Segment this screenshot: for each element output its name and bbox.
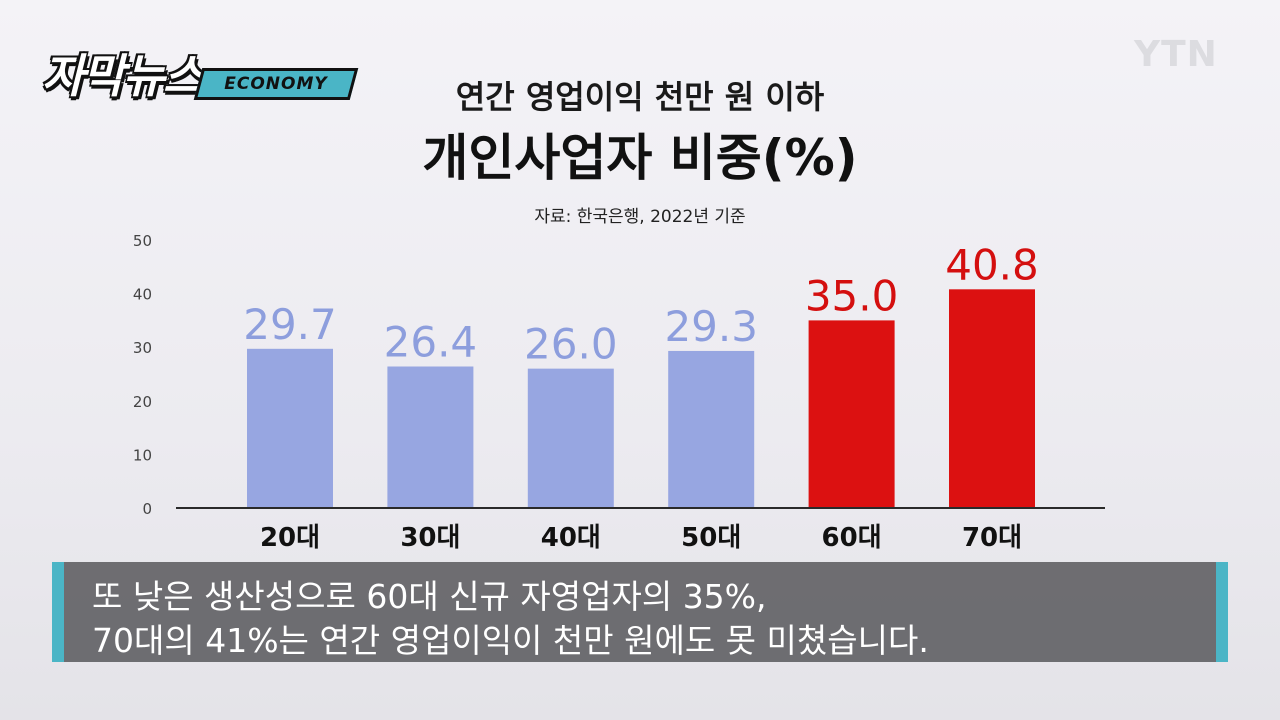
program-logo: 자막뉴스 ECONOMY bbox=[38, 40, 359, 110]
bar bbox=[808, 320, 895, 508]
chart-source: 자료: 한국은행, 2022년 기준 bbox=[534, 207, 746, 227]
x-category-label: 60대 bbox=[822, 523, 882, 553]
bar bbox=[527, 368, 614, 508]
bar-value-label: 29.7 bbox=[243, 300, 337, 349]
bar bbox=[247, 348, 333, 508]
bar-value-label: 26.0 bbox=[524, 320, 618, 369]
chart-supertitle: 연간 영업이익 천만 원 이하 bbox=[455, 78, 825, 116]
bar-value-label: 26.4 bbox=[384, 317, 478, 366]
subtitle-line-1: 또 낮은 생산성으로 60대 신규 자영업자의 35%, bbox=[92, 577, 767, 616]
bar bbox=[668, 350, 755, 508]
y-tick-label: 50 bbox=[133, 232, 152, 250]
bar bbox=[387, 366, 474, 508]
x-category-label: 50대 bbox=[681, 523, 741, 553]
y-tick-label: 20 bbox=[133, 393, 152, 411]
bar-value-label: 35.0 bbox=[805, 271, 899, 320]
bar-value-label: 29.3 bbox=[664, 302, 758, 351]
x-category-label: 40대 bbox=[541, 523, 601, 553]
y-tick-label: 30 bbox=[133, 339, 152, 357]
chart-title: 개인사업자 비중(%) bbox=[422, 129, 858, 187]
subtitle-line-2: 70대의 41%는 연간 영업이익이 천만 원에도 못 미쳤습니다. bbox=[92, 621, 929, 660]
ytn-watermark: YTN bbox=[1134, 34, 1218, 75]
logo-title: 자막뉴스 bbox=[42, 49, 205, 103]
y-tick-label: 10 bbox=[133, 446, 152, 464]
x-category-label: 70대 bbox=[962, 523, 1022, 553]
y-tick-label: 0 bbox=[142, 500, 152, 518]
subtitle-caption: 또 낮은 생산성으로 60대 신규 자영업자의 35%, 70대의 41%는 연… bbox=[52, 562, 1228, 662]
y-tick-label: 40 bbox=[133, 286, 152, 304]
bar-value-label: 40.8 bbox=[945, 240, 1039, 289]
bar bbox=[949, 289, 1035, 508]
x-category-label: 20대 bbox=[260, 523, 320, 553]
x-category-label: 30대 bbox=[400, 523, 460, 553]
